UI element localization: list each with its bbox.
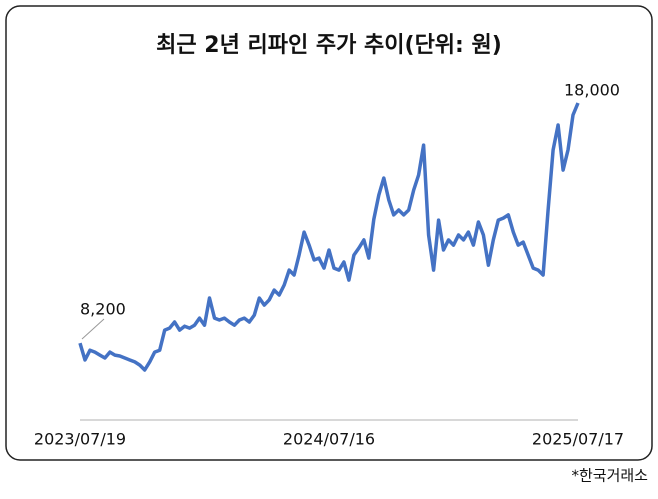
leader-line (81, 318, 105, 340)
x-tick-label: 2023/07/19 (34, 430, 126, 449)
price-line (78, 102, 580, 372)
chart-frame (5, 5, 653, 461)
source: *한국거래소 (571, 467, 648, 485)
value-label: 18,000 (564, 81, 620, 100)
value-label: 8,200 (80, 300, 126, 319)
x-tick-label: 2025/07/17 (532, 430, 624, 449)
chart-title: 최근 2년 리파인 주가 추이(단위: 원) (156, 33, 502, 58)
x-tick-label: 2024/07/16 (283, 430, 375, 449)
